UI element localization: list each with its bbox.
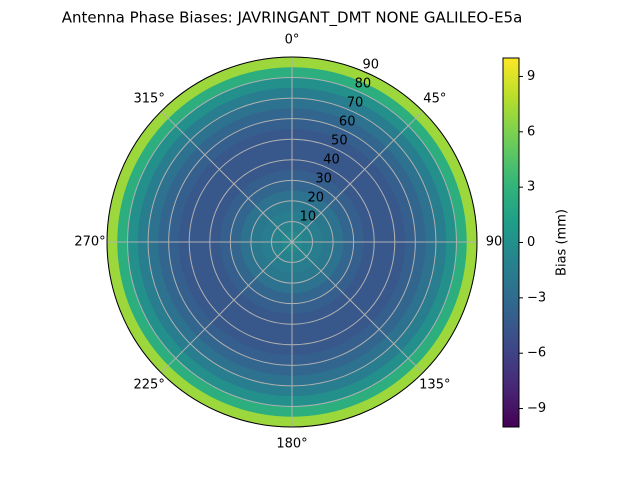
radial-tick-label: 20 <box>307 191 324 206</box>
colorbar-tick-label: 0 <box>527 235 535 250</box>
radial-tick-label: 10 <box>300 210 317 225</box>
chart-title: Antenna Phase Biases: JAVRINGANT_DMT NON… <box>62 9 523 28</box>
radial-tick-label: 90 <box>363 58 380 73</box>
radial-tick-label: 60 <box>339 115 356 130</box>
radial-tick-label: 50 <box>331 134 348 149</box>
colorbar-tick-label: −9 <box>527 401 546 416</box>
colorbar-tick-label: 9 <box>527 69 535 84</box>
colorbar-label: Bias (mm) <box>555 209 570 276</box>
angular-tick-label: 0° <box>285 33 300 48</box>
colorbar-tick-label: −6 <box>527 346 546 361</box>
radial-tick-label: 80 <box>355 77 372 92</box>
angular-tick-label: 315° <box>134 92 165 107</box>
angular-tick-label: 225° <box>134 377 165 392</box>
angular-tick-label: 180° <box>276 437 307 452</box>
angular-tick-label: 270° <box>74 235 105 250</box>
angular-tick-label: 90 <box>486 235 503 250</box>
angular-grid-line <box>291 241 424 374</box>
angular-grid-line <box>160 110 293 243</box>
colorbar-tick-label: 3 <box>527 180 535 195</box>
colorbar: −9 −6 −3 0 3 6 9 Bias (mm) <box>502 57 570 428</box>
colorbar-tick-label: 6 <box>527 124 535 139</box>
radial-tick-label: 70 <box>347 96 364 111</box>
angular-grid-line <box>291 110 424 243</box>
radial-tick-label: 40 <box>323 153 340 168</box>
colorbar-scale <box>502 57 520 428</box>
polar-frame <box>106 56 478 428</box>
polar-plot: 10 20 30 40 50 60 70 80 90 0° 45° 90 135° 180° 225° 270… <box>74 33 502 452</box>
angular-grid-line <box>160 241 293 374</box>
angular-tick-label: 45° <box>423 92 446 107</box>
colorbar-tick-label: −3 <box>527 290 546 305</box>
radial-tick-label: 30 <box>315 172 332 187</box>
angular-tick-label: 135° <box>419 377 450 392</box>
